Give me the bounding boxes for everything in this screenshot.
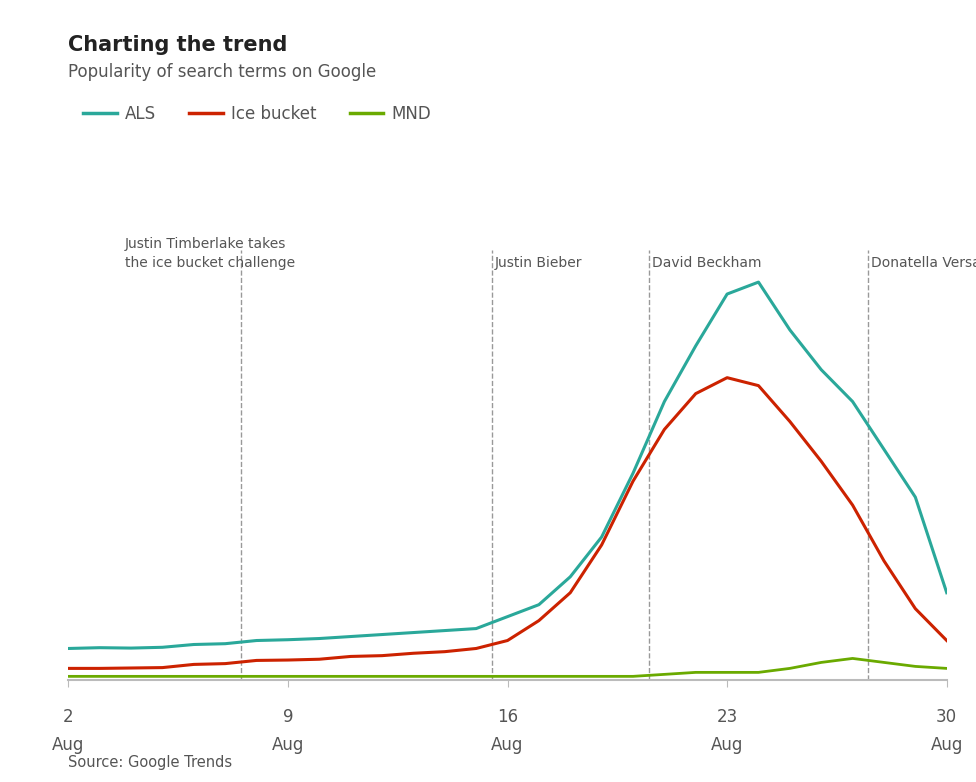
Text: Aug: Aug — [711, 736, 744, 754]
Text: Charting the trend: Charting the trend — [68, 35, 288, 56]
Text: 2: 2 — [63, 708, 73, 726]
Text: 9: 9 — [283, 708, 293, 726]
Text: Aug: Aug — [491, 736, 524, 754]
Text: Donatella Versace: Donatella Versace — [872, 256, 976, 270]
Text: Justin Timberlake takes
the ice bucket challenge: Justin Timberlake takes the ice bucket c… — [125, 237, 295, 270]
Text: 23: 23 — [716, 708, 738, 726]
Text: Aug: Aug — [271, 736, 305, 754]
Text: Justin Bieber: Justin Bieber — [495, 256, 583, 270]
Text: Aug: Aug — [52, 736, 85, 754]
Text: Aug: Aug — [930, 736, 963, 754]
Text: 16: 16 — [497, 708, 518, 726]
Text: Popularity of search terms on Google: Popularity of search terms on Google — [68, 63, 377, 81]
Text: David Beckham: David Beckham — [652, 256, 761, 270]
Legend: ALS, Ice bucket, MND: ALS, Ice bucket, MND — [77, 99, 438, 130]
Text: Source: Google Trends: Source: Google Trends — [68, 755, 232, 770]
Text: 30: 30 — [936, 708, 957, 726]
